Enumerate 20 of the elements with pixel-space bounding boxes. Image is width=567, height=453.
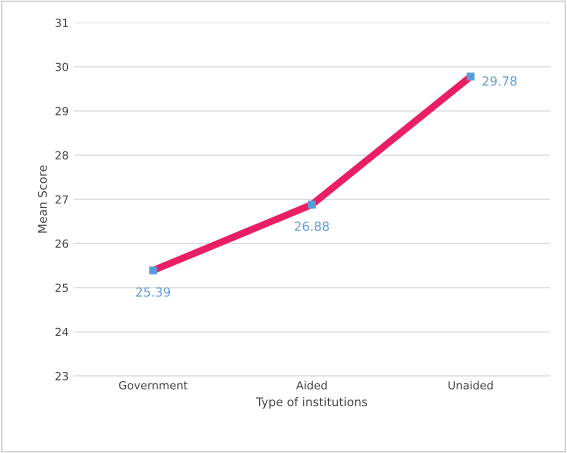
point [466, 72, 475, 80]
y-tick-label: 31 [56, 18, 68, 28]
x-tick-label: Aided [296, 380, 327, 390]
y-axis-title: Mean Score [38, 165, 47, 233]
x-axis-title: Type of institutions [256, 397, 368, 409]
y-tick-label: 25 [56, 284, 68, 292]
data-label: 29.78 [482, 76, 517, 86]
data-label: 26.88 [294, 222, 329, 231]
y-tick-label: 30 [56, 62, 68, 72]
y-tick-label: 24 [56, 328, 68, 336]
data-label: 25.39 [136, 287, 170, 297]
x-tick-label: Unaided [448, 380, 493, 390]
point [149, 266, 158, 274]
point [308, 200, 316, 209]
y-tick-label: 27 [56, 195, 68, 204]
y-tick-label: 28 [56, 151, 68, 160]
y-tick-label: 26 [56, 239, 68, 248]
y-tick-label: 23 [56, 372, 68, 380]
x-tick-label: Government [119, 381, 188, 390]
y-tick-label: 29 [56, 106, 68, 116]
